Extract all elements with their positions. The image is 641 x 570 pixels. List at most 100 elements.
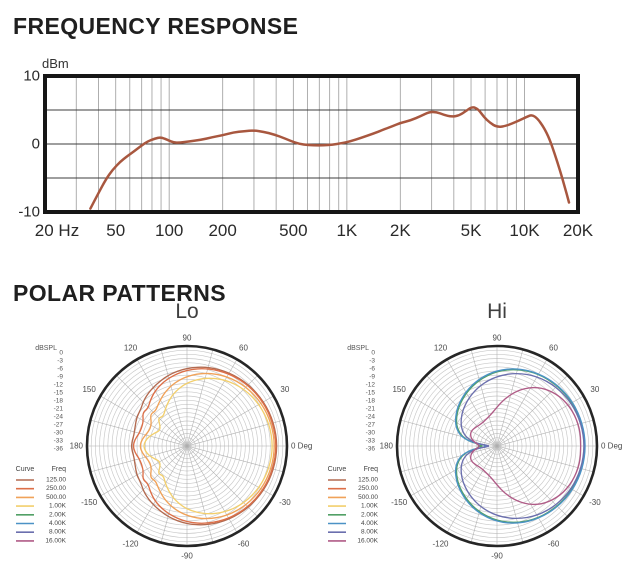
hi-polar-chart-outer-ring xyxy=(395,344,599,548)
polar-curve-4.00K xyxy=(454,368,586,524)
fr-x-tick: 20 Hz xyxy=(35,221,79,240)
hi-polar-chart: 90 60 30 0 Deg -30 -60 -90 -120 -150 180 150 120 xyxy=(380,334,623,561)
lo-polar-chart-radial-tick: -6 xyxy=(57,366,63,373)
hi-polar-chart-angle-label: 90 xyxy=(493,334,502,343)
lo-polar-chart-angle-label: 120 xyxy=(124,344,138,353)
legend-freq-label: 8.00K xyxy=(49,529,67,536)
legend-freq-label: 250.00 xyxy=(46,485,66,492)
lo-polar-chart-outer-ring xyxy=(85,344,289,548)
hi-polar-chart-radial-tick: -18 xyxy=(366,398,376,405)
legend-freq-label: 500.00 xyxy=(358,494,378,501)
hi-polar-chart-radial-tick: -12 xyxy=(366,382,376,389)
legend-freq-label: 4.00K xyxy=(49,520,67,527)
polar-curve-1.00K xyxy=(143,377,273,515)
polar-patterns-title: POLAR PATTERNS xyxy=(13,280,227,306)
lo-polar-chart-radial-tick: -3 xyxy=(57,358,63,365)
hi-polar-chart-radial-tick: -15 xyxy=(366,390,376,397)
lo-polar-chart-angle-label: 150 xyxy=(82,385,96,394)
lo-polar-chart-angle-label: -150 xyxy=(81,498,98,507)
hi-polar-chart-angle-label: -30 xyxy=(589,498,601,507)
hi-polar-chart-angle-label: -90 xyxy=(491,552,503,561)
lo-polar-chart-angle-label: -120 xyxy=(122,539,139,548)
fr-x-tick: 100 xyxy=(155,221,183,240)
polar-curve-16.00K xyxy=(469,386,582,506)
hi-polar-chart-angle-label: 60 xyxy=(549,344,558,353)
hi-polar-chart-radial-tick: -30 xyxy=(366,430,376,437)
lo-polar-chart-radial-tick: -36 xyxy=(54,446,64,453)
hi-polar-chart-radial-tick: -3 xyxy=(369,358,375,365)
legend-freq-label: 1.00K xyxy=(49,503,67,510)
hi-polar-chart-angle-label: -150 xyxy=(391,498,408,507)
legend-curve-header: Curve xyxy=(328,466,347,473)
legend-freq-label: 16.00K xyxy=(45,537,66,544)
hi-polar-chart-angle-label: -120 xyxy=(432,539,449,548)
lo-polar-chart-angle-label: 30 xyxy=(280,385,289,394)
polar-curve-8.00K xyxy=(460,372,585,520)
hi-polar-chart-radial-tick: -33 xyxy=(366,438,376,445)
hi-polar-chart-radial-tick: -6 xyxy=(369,366,375,373)
legend-freq-label: 500.00 xyxy=(46,494,66,501)
legend-freq-label: 2.00K xyxy=(361,511,379,518)
lo-polar-chart-radial-tick: -15 xyxy=(54,390,64,397)
fr-x-tick: 500 xyxy=(279,221,307,240)
hi-polar-chart-angle-label: 120 xyxy=(434,344,448,353)
fr-plot-border xyxy=(43,74,580,214)
legend-freq-header: Freq xyxy=(52,466,67,473)
lo-polar-chart-radial-tick: -33 xyxy=(54,438,64,445)
legend-freq-label: 2.00K xyxy=(49,511,67,518)
hi-polar-chart-angle-label: 180 xyxy=(380,442,394,451)
lo-polar-chart-radial-tick: -27 xyxy=(54,422,64,429)
fr-x-tick: 50 xyxy=(106,221,125,240)
lo-polar-chart-radial-tick: -9 xyxy=(57,374,63,381)
lo-polar-chart-radial-tick: -12 xyxy=(54,382,64,389)
hi-polar-chart-angle-label: 30 xyxy=(590,385,599,394)
legend-freq-label: 1.00K xyxy=(361,503,379,510)
fr-x-tick: 1K xyxy=(336,221,357,240)
lo-polar-chart: 90 60 30 0 Deg -30 -60 -90 -120 -150 180 150 120 xyxy=(70,334,313,561)
hi-plot-label: Hi xyxy=(487,300,507,323)
hi-polar-chart-radial-tick: -21 xyxy=(366,406,376,413)
fr-x-tick: 20K xyxy=(563,221,594,240)
legend-freq-header: Freq xyxy=(364,466,379,473)
fr-y-tick: -10 xyxy=(18,204,40,221)
fr-x-tick: 200 xyxy=(208,221,236,240)
hi-polar-chart-radial-tick: 0 xyxy=(371,350,375,357)
fr-grid xyxy=(44,76,579,212)
lo-polar-chart-angle-label: 60 xyxy=(239,344,248,353)
lo-polar-chart-radial-unit: dBSPL xyxy=(35,345,57,352)
fr-y-unit-label: dBm xyxy=(42,56,69,71)
lo-polar-chart-radial-tick: -18 xyxy=(54,398,64,405)
legend-freq-label: 125.00 xyxy=(358,477,378,484)
lo-polar-chart-radial-tick: 0 xyxy=(59,350,63,357)
hi-polar-chart-angle-label: -60 xyxy=(548,539,560,548)
fr-x-tick: 10K xyxy=(509,221,540,240)
lo-polar-chart-spokes xyxy=(87,346,287,546)
lo-polar-chart-angle-label: -30 xyxy=(279,498,291,507)
fr-y-tick: 0 xyxy=(32,136,40,153)
lo-polar-chart-angle-label: 0 Deg xyxy=(291,442,312,451)
polar-curve-500.00 xyxy=(139,372,275,520)
legend-freq-label: 8.00K xyxy=(361,529,379,536)
legend-freq-label: 250.00 xyxy=(358,485,378,492)
lo-polar-chart-angle-label: 180 xyxy=(70,442,84,451)
legend-freq-label: 16.00K xyxy=(357,537,378,544)
lo-polar-chart-angle-label: -90 xyxy=(181,552,193,561)
hi-polar-chart-radial-tick: -24 xyxy=(366,414,376,421)
lo-polar-chart-radial-tick: -21 xyxy=(54,406,64,413)
fr-x-tick: 5K xyxy=(461,221,482,240)
hi-polar-chart-radial-tick: -27 xyxy=(366,422,376,429)
polar-curve-250.00 xyxy=(132,368,277,524)
frequency-response-curve xyxy=(89,106,571,210)
hi-polar-chart-angle-label: 0 Deg xyxy=(601,442,622,451)
lo-plot-label: Lo xyxy=(175,300,199,323)
lo-polar-chart-radial-tick: -30 xyxy=(54,430,64,437)
lo-polar-chart-angle-label: -60 xyxy=(238,539,250,548)
fr-x-tick: 2K xyxy=(390,221,411,240)
lo-polar-chart-angle-label: 90 xyxy=(183,334,192,343)
